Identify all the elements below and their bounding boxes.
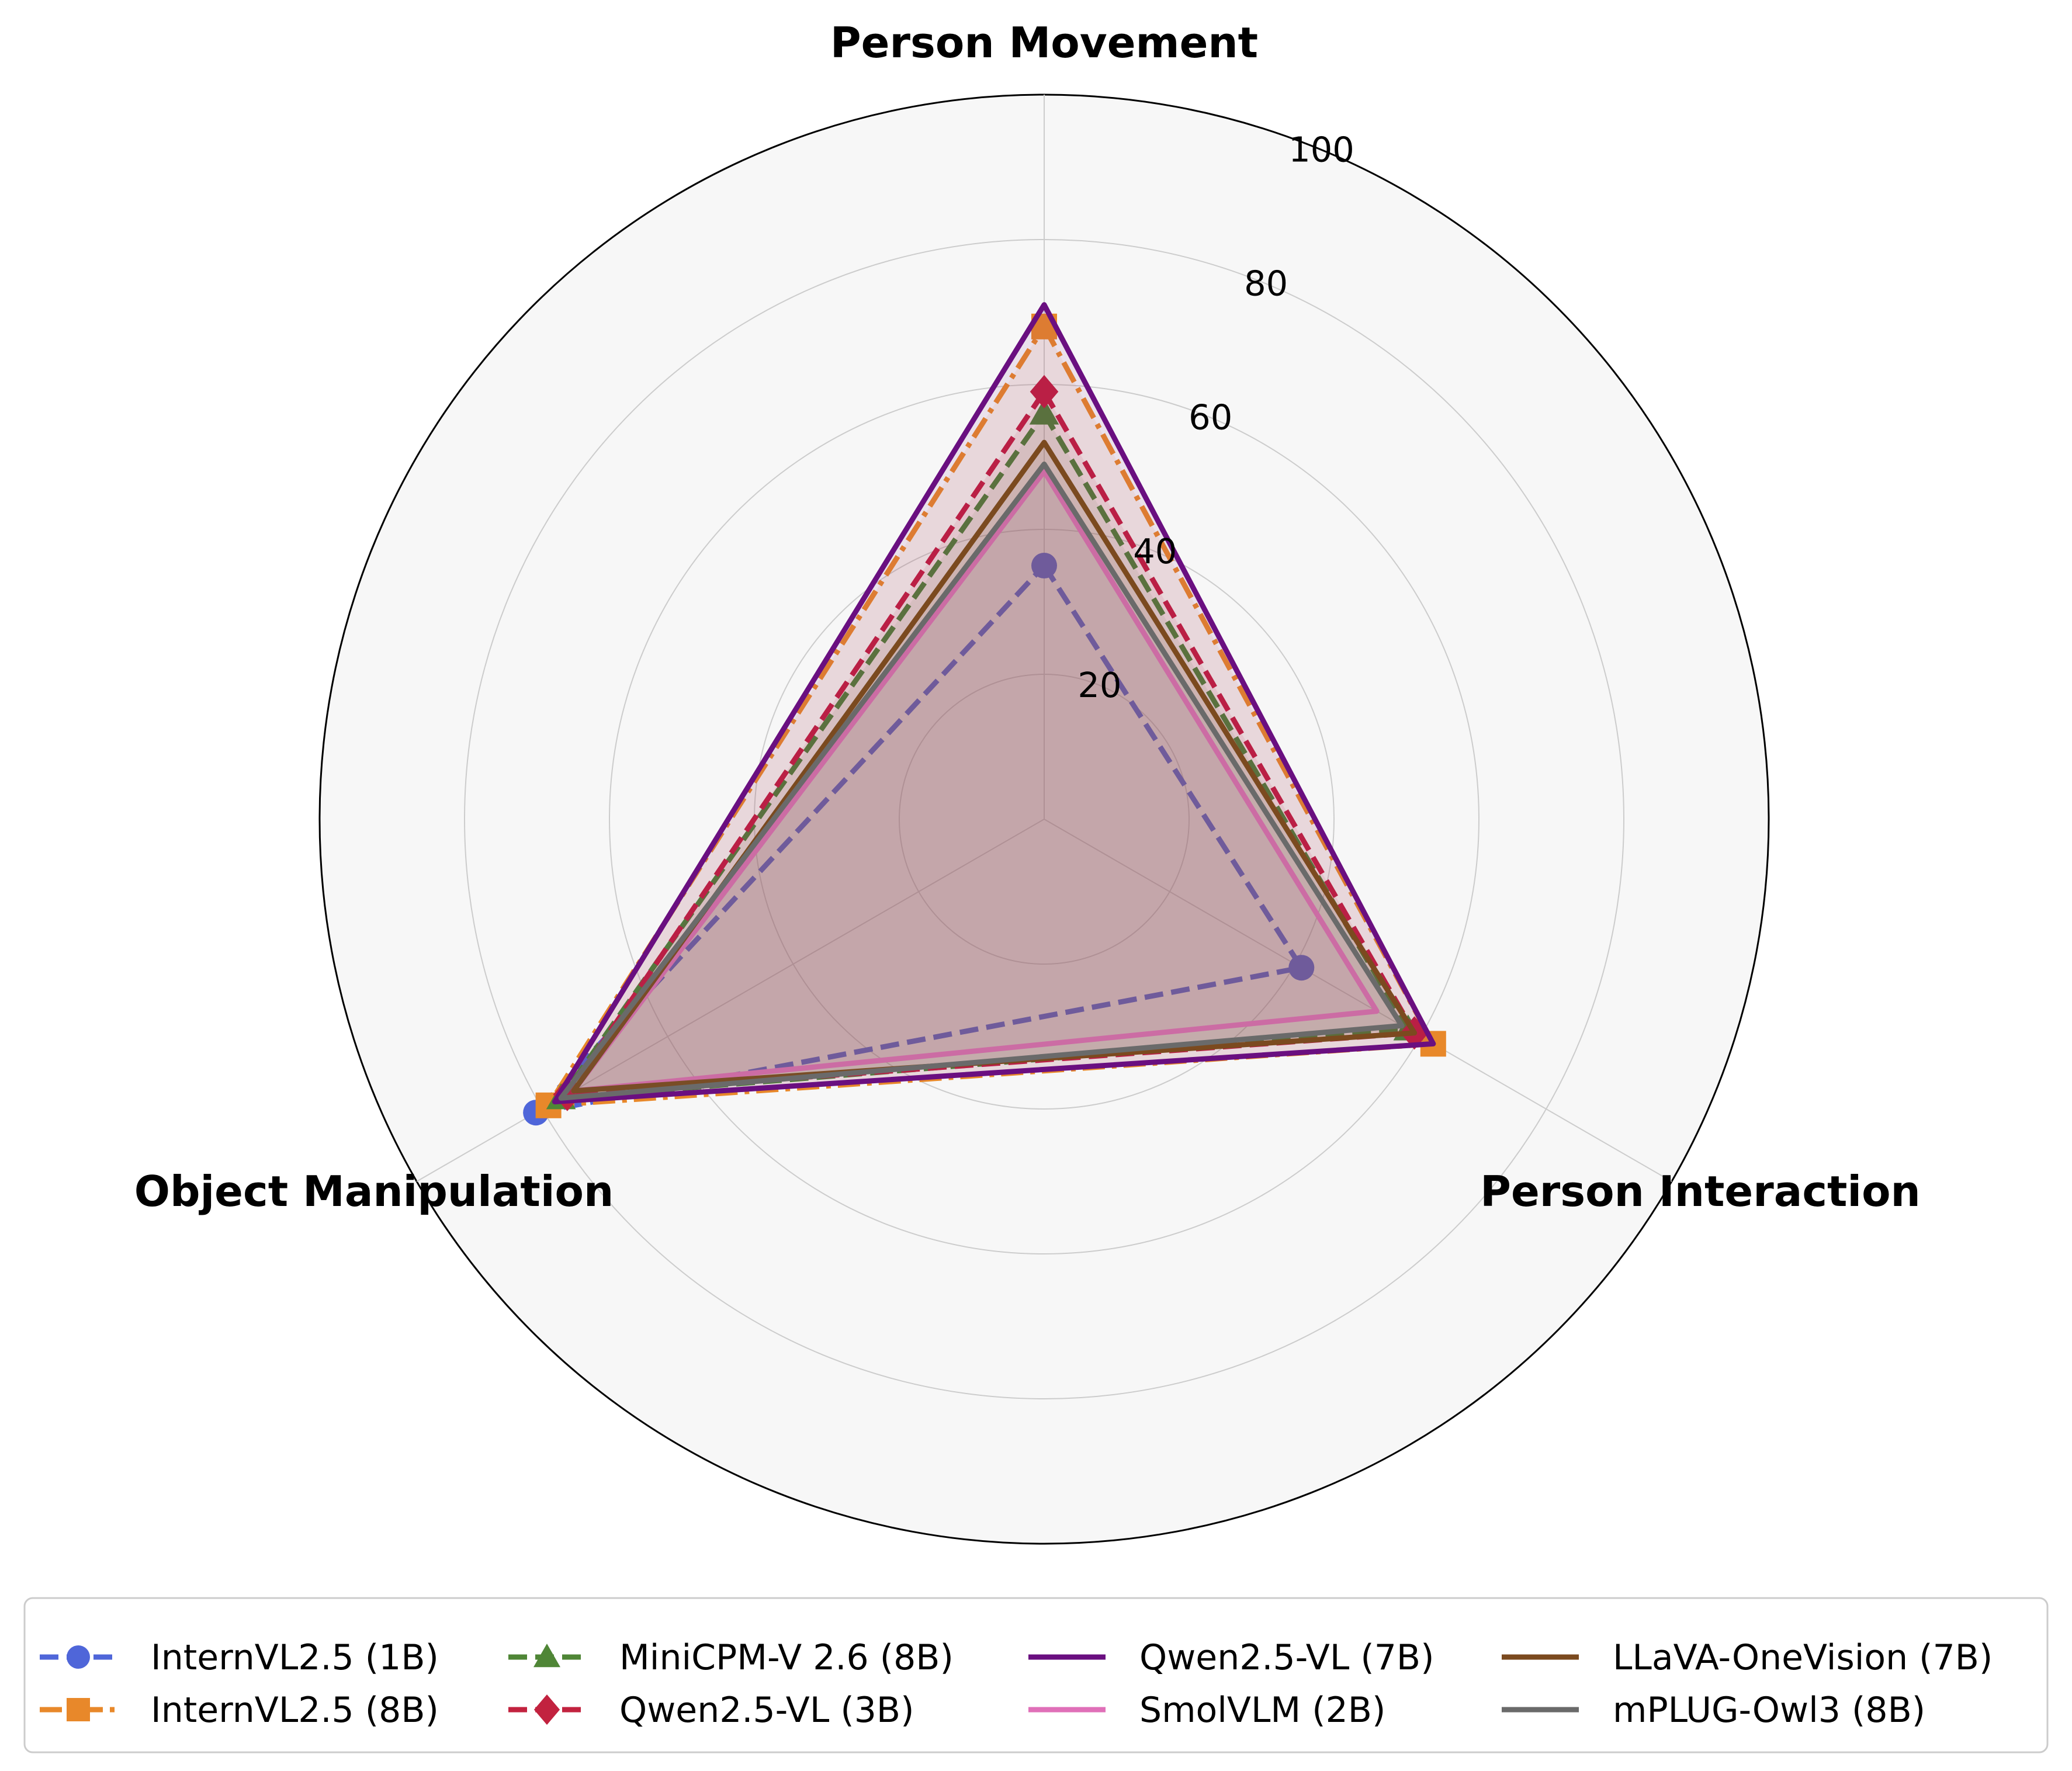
legend-label: SmolVLM (2B) [1139, 1690, 1385, 1731]
legend-label: LLaVA-OneVision (7B) [1613, 1637, 1993, 1678]
data-point-circle [1031, 553, 1057, 578]
axis-spoke [1044, 819, 1672, 1182]
tick-label: 100 [1288, 129, 1354, 169]
tick-label: 80 [1244, 264, 1288, 304]
data-point-diamond [533, 1694, 560, 1725]
tick-label: 60 [1189, 397, 1232, 438]
legend-item-mplug-owl3-8b: mPLUG-Owl3 (8B) [1502, 1690, 1925, 1731]
series-fill [561, 464, 1402, 1098]
series-line [558, 461, 1405, 1101]
legend-item-internvl2-5-8b: InternVL2.5 (8B) [40, 1690, 439, 1731]
series-internvl2-5-1b [523, 553, 1315, 1126]
tick-label: 20 [1077, 665, 1121, 705]
legend-item-minicpm-v-2-6-8b: MiniCPM-V 2.6 (8B) [508, 1637, 954, 1678]
legend-label: mPLUG-Owl3 (8B) [1613, 1690, 1925, 1731]
legend-box [23, 1597, 2049, 1753]
legend-item-internvl2-5-1b: InternVL2.5 (1B) [40, 1637, 439, 1678]
legend-label: Qwen2.5-VL (7B) [1139, 1637, 1435, 1678]
radial-ticks: 20 40 60 80 100 [1077, 129, 1354, 705]
series-fill [561, 413, 1408, 1098]
tick-label: 40 [1133, 531, 1177, 571]
series-line [571, 469, 1380, 1094]
series-qwen2-5-vl-7b [552, 302, 1436, 1105]
series-fill [548, 326, 1433, 1105]
legend-label: InternVL2.5 (1B) [151, 1637, 439, 1678]
data-point-triangle [533, 1644, 560, 1668]
series-fill [573, 442, 1415, 1091]
legend-item-qwen2-5-vl-3b: Qwen2.5-VL (3B) [508, 1690, 914, 1731]
legend-item-smolvlm-2b: SmolVLM (2B) [1028, 1690, 1385, 1731]
series-fill [567, 391, 1415, 1095]
series-line [552, 302, 1436, 1105]
legend-label: MiniCPM-V 2.6 (8B) [619, 1637, 954, 1678]
series-layer [523, 302, 1446, 1126]
axis-label-person-movement: Person Movement [830, 18, 1258, 67]
axis-label-object-manipulation: Object Manipulation [134, 1167, 614, 1216]
series-mplug-owl3-8b [558, 461, 1405, 1101]
data-point-triangle [1029, 398, 1059, 425]
series-fill [555, 304, 1433, 1102]
axis-spoke [416, 819, 1045, 1182]
data-point-square [67, 1698, 90, 1721]
data-point-circle [67, 1645, 90, 1669]
legend-label: InternVL2.5 (8B) [151, 1690, 439, 1731]
legend-item-llava-onevision-7b: LLaVA-OneVision (7B) [1502, 1637, 1993, 1678]
series-line [533, 563, 1304, 1115]
series-smolvlm-2b [571, 469, 1380, 1094]
data-point-circle [1288, 955, 1315, 981]
axis-labels: Person Movement Person Interaction Object … [134, 18, 1921, 1216]
series-fill [573, 471, 1377, 1091]
data-point-diamond [1030, 375, 1059, 408]
axis-label-person-interaction: Person Interaction [1480, 1167, 1921, 1216]
legend: InternVL2.5 (1B) InternVL2.5 (8B) MiniCPM-… [23, 1597, 2049, 1753]
legend-item-qwen2-5-vl-7b: Qwen2.5-VL (7B) [1028, 1637, 1435, 1678]
legend-label: Qwen2.5-VL (3B) [619, 1690, 914, 1731]
